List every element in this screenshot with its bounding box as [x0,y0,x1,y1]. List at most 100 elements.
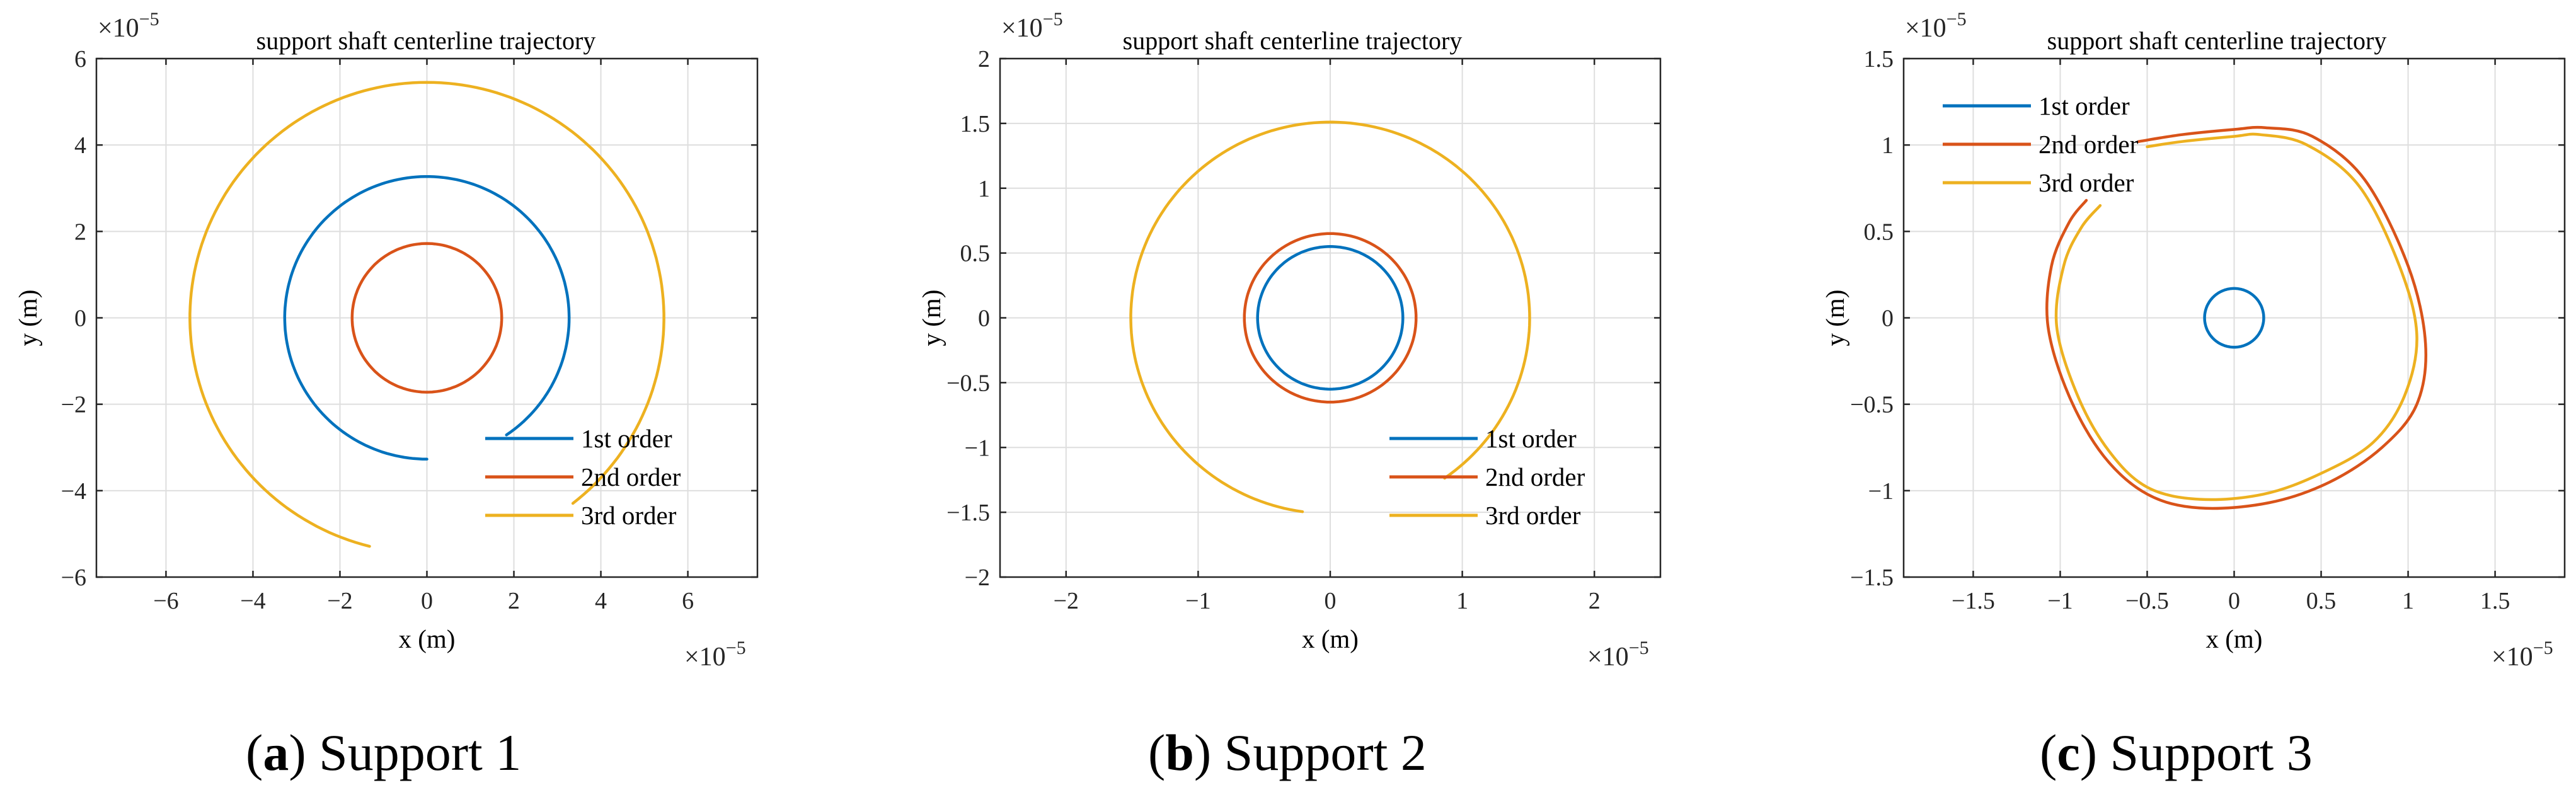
y-tick-label: 6 [74,46,86,72]
caption-paren: ( [1148,724,1165,781]
legend-label-3: 3rd order [1485,501,1581,530]
series-line-1 [283,175,571,461]
x-tick-label: −0.5 [2125,588,2169,614]
panel-caption-c: (c) Support 3 [2040,724,2313,781]
caption-paren: ( [246,724,263,781]
legend-label-1: 1st order [581,424,672,453]
x-axis-label: x (m) [399,624,456,653]
y-tick-label: −4 [61,478,86,505]
caption-paren: ( [2040,724,2057,781]
x-multiplier-exp: −5 [1629,638,1649,658]
x-tick-label: 2 [1589,588,1601,614]
y-tick-label: 1.5 [960,111,991,137]
y-tick-label: 1 [1882,132,1894,159]
y-axis-label: y (m) [13,290,42,347]
caption-letter: a [263,724,289,781]
x-multiplier: ×10−5 [1587,638,1649,672]
y-multiplier: ×10−5 [98,9,159,43]
y-tick-label: −2 [965,564,990,591]
y-tick-label: 0.5 [1864,219,1894,245]
x-tick-label: −1 [2047,588,2073,614]
x-multiplier: ×10−5 [684,638,746,672]
chart-title: support shaft centerline trajectory [2047,26,2387,55]
y-multiplier-base: ×10 [98,14,139,43]
panel-caption-b: (b) Support 2 [1148,724,1427,781]
caption-letter: c [2057,724,2079,781]
x-tick-label: 1 [2402,588,2414,614]
legend-label-3: 3rd order [2038,168,2134,197]
x-tick-label: 1.5 [2480,588,2510,614]
y-tick-label: 0 [978,306,990,332]
caption-letter: b [1165,724,1194,781]
x-tick-label: 0 [421,588,433,614]
series-line-3 [2054,132,2418,501]
series-line-2 [2045,125,2428,510]
x-tick-label: 1 [1456,588,1468,614]
x-axis-label: x (m) [1302,624,1359,653]
caption-paren: ) [1194,724,1211,781]
series-line-3 [188,81,665,548]
y-tick-label: 0 [1882,306,1894,332]
y-axis-label: y (m) [1820,290,1849,347]
x-axis-label: x (m) [2206,624,2263,653]
y-tick-label: 0.5 [960,241,991,267]
x-multiplier-exp: −5 [726,638,746,658]
x-tick-label: 6 [682,588,694,614]
chart-legend: 1st order 2nd order 3rd order [1389,424,1585,530]
x-tick-label: 0.5 [2306,588,2337,614]
legend-label-1: 1st order [1485,424,1577,453]
caption-paren: ) [2080,724,2097,781]
series-line-1 [1256,245,1405,391]
legend-label-1: 1st order [2038,91,2130,120]
legend-label-2: 2nd order [2038,130,2139,159]
chart-legend: 1st order 2nd order 3rd order [1943,91,2139,197]
series-line-2 [1243,232,1418,404]
y-tick-label: 4 [74,132,86,159]
x-tick-label: −1.5 [1952,588,1995,614]
y-multiplier: ×10−5 [1905,9,1967,43]
legend-label-2: 2nd order [1485,462,1585,491]
y-tick-label: 2 [74,219,86,245]
x-tick-label: 0 [2228,588,2240,614]
chart-title: support shaft centerline trajectory [1123,26,1463,55]
y-multiplier-exp: −5 [1043,9,1063,30]
x-tick-label: −2 [1054,588,1079,614]
caption-text: Support 2 [1211,724,1427,781]
y-multiplier-base: ×10 [1905,14,1946,43]
x-tick-label: −6 [153,588,178,614]
y-tick-label: 1.5 [1864,46,1894,72]
x-tick-label: 2 [508,588,520,614]
y-tick-label: −0.5 [1850,392,1894,418]
caption-text: Support 1 [306,724,522,781]
y-tick-label: −1 [965,435,990,461]
x-tick-label: −4 [240,588,265,614]
caption-text: Support 3 [2097,724,2313,781]
y-multiplier: ×10−5 [1001,9,1063,43]
y-tick-label: 2 [978,46,990,72]
y-axis-label: y (m) [917,290,946,347]
y-tick-label: −6 [61,564,86,591]
y-tick-label: −2 [61,392,86,418]
x-multiplier-base: ×10 [684,643,726,672]
x-multiplier: ×10−5 [2492,638,2553,672]
y-tick-label: −1.5 [946,500,990,526]
x-multiplier-exp: −5 [2533,638,2553,658]
x-multiplier-base: ×10 [2492,643,2533,672]
series-line-3 [1129,120,1531,513]
series-line-2 [350,242,503,394]
chart-title: support shaft centerline trajectory [256,26,596,55]
series-line-1 [2203,287,2265,349]
y-tick-label: −0.5 [946,370,990,396]
legend-label-2: 2nd order [581,462,681,491]
panel-caption-a: (a) Support 1 [246,724,521,781]
y-tick-label: 1 [978,176,990,202]
chart-panel-b: −2 −1 0 1 2−2−1.5−1−0.500.511.52×10−5×10−5su… [917,9,1662,672]
x-multiplier-base: ×10 [1587,643,1629,672]
x-tick-label: −2 [327,588,352,614]
y-tick-label: −1.5 [1850,564,1894,591]
legend-label-3: 3rd order [581,501,677,530]
y-tick-label: −1 [1868,478,1894,505]
x-tick-label: 0 [1325,588,1337,614]
x-tick-label: 4 [595,588,607,614]
